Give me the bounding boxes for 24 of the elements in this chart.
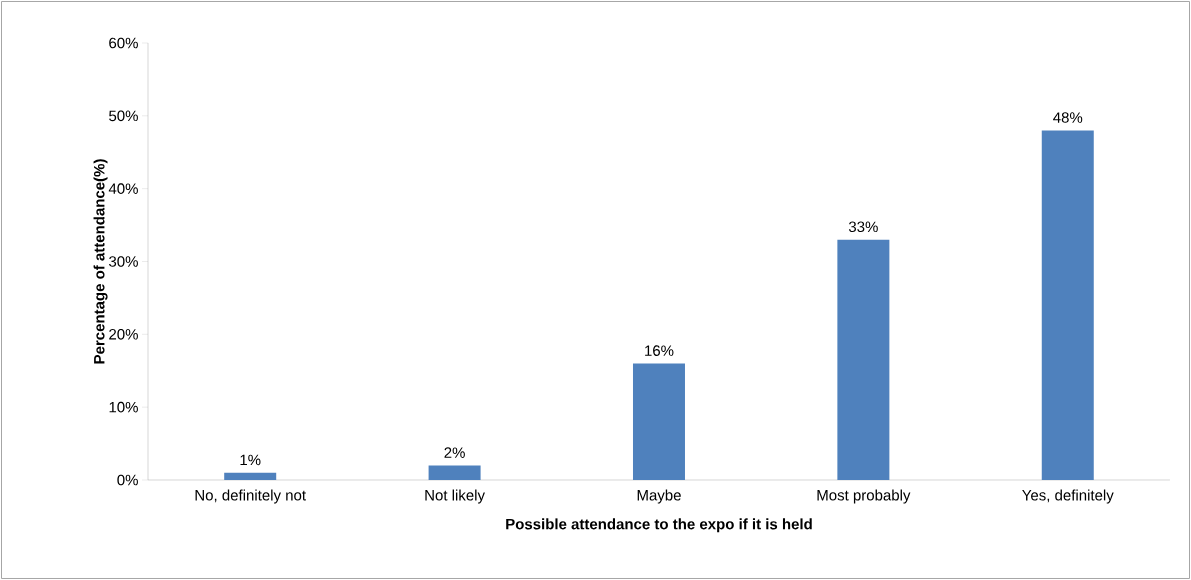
y-axis-title: Percentage of attendance(%)	[93, 159, 108, 364]
y-tick-label: 30%	[109, 256, 138, 267]
bar	[1041, 130, 1094, 480]
y-tick-label: 60%	[109, 37, 138, 49]
y-tick-label: 20%	[109, 329, 138, 340]
y-tick-label: 40%	[108, 183, 138, 194]
data-label: 1%	[240, 454, 261, 466]
x-tick-label: Maybe	[637, 489, 681, 504]
bar	[837, 239, 890, 480]
data-label: 16%	[645, 345, 674, 356]
y-tick-label: 0%	[117, 474, 138, 486]
y-tick-label: 50%	[109, 110, 138, 122]
bar	[224, 472, 277, 480]
bar	[428, 465, 481, 480]
data-label: 2%	[444, 447, 465, 458]
x-tick-label: Most probably	[817, 489, 911, 504]
x-tick-label: Yes, definitely	[1022, 489, 1114, 504]
data-label: 33%	[848, 221, 878, 233]
x-tick-label: No, definitely not	[195, 489, 306, 504]
x-tick-label: Not likely	[425, 489, 485, 504]
data-label: 48%	[1053, 112, 1083, 123]
y-tick-label: 10%	[109, 401, 138, 413]
x-axis-title: Possible attendance to the expo if it is held	[506, 518, 812, 533]
bar	[632, 363, 685, 480]
